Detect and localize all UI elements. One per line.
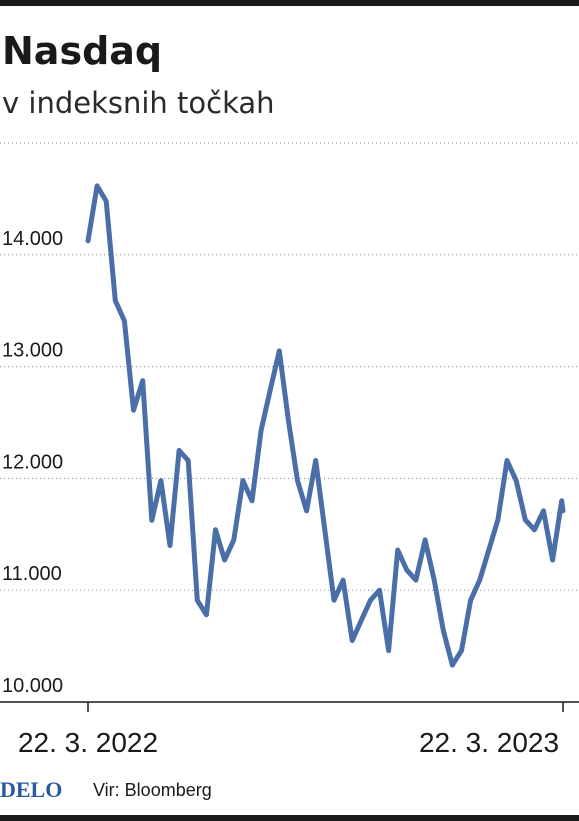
data-line <box>85 183 566 668</box>
y-tick-label: 12.000 <box>2 451 63 473</box>
y-tick-label: 13.000 <box>2 340 63 362</box>
bottom-bar <box>0 815 579 821</box>
logo: DELO <box>0 777 62 802</box>
x-tick-label: 22. 3. 2022 <box>18 727 158 758</box>
top-bar <box>0 0 579 6</box>
chart-title: Nasdaq <box>2 29 162 73</box>
y-tick-label: 11.000 <box>2 563 62 585</box>
source: Vir: Bloomberg <box>93 780 212 800</box>
chart-subtitle: v indeksnih točkah <box>2 86 275 120</box>
y-tick-label: 10.000 <box>2 675 63 697</box>
y-tick-label: 14.000 <box>2 228 63 250</box>
x-tick-label: 22. 3. 2023 <box>419 727 559 758</box>
